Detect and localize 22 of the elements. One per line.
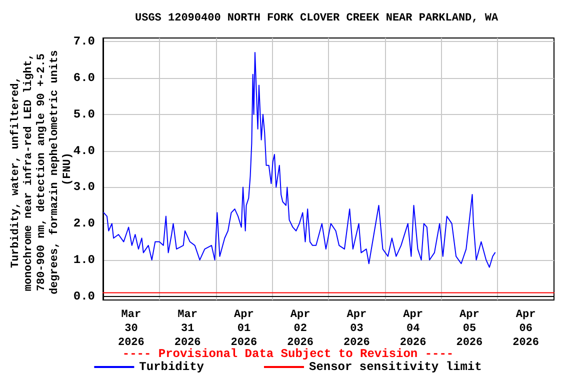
x-tick-label: Apr 04 2026 — [400, 309, 426, 349]
x-tick-label: Apr 05 2026 — [456, 309, 483, 349]
x-tick-label: Apr 01 2026 — [230, 309, 258, 349]
y-tick-label: 2.0 — [73, 216, 95, 231]
x-tick-label: Apr 02 2026 — [287, 309, 314, 349]
y-tick-label: 7.0 — [73, 34, 95, 49]
x-tick-label: Mar 31 2026 — [174, 309, 201, 349]
chart-title: USGS 12090400 NORTH FORK CLOVER CREEK NEAR PARKLAND, WA — [135, 12, 498, 24]
y-tick-label: 5.0 — [73, 107, 95, 122]
legend-label: Turbidity — [139, 360, 204, 374]
x-tick-label: Mar 30 2026 — [118, 309, 144, 349]
y-tick-label: 3.0 — [73, 180, 95, 194]
text: ---- Provisional Data Subject to Revision ---- — [122, 347, 454, 361]
x-tick-label: Apr 06 2026 — [512, 309, 540, 349]
line-series — [103, 52, 496, 268]
y-tick-label: 6.0 — [73, 71, 95, 86]
x-tick-label: Apr 03 2026 — [343, 309, 370, 349]
y-tick-label: 0.0 — [73, 289, 95, 304]
y-tick-label: 1.0 — [73, 252, 95, 267]
y-axis-title: Turbidity, water, unfiltered, monochrome near infra-red LED light, 780-900 nm, detection angle 90 +-2.5 degrees, formazin nephelometric units (FNU) — [9, 44, 74, 294]
legend-label: Sensor sensitivity limit — [308, 360, 482, 374]
y-tick-label: 4.0 — [73, 144, 95, 158]
